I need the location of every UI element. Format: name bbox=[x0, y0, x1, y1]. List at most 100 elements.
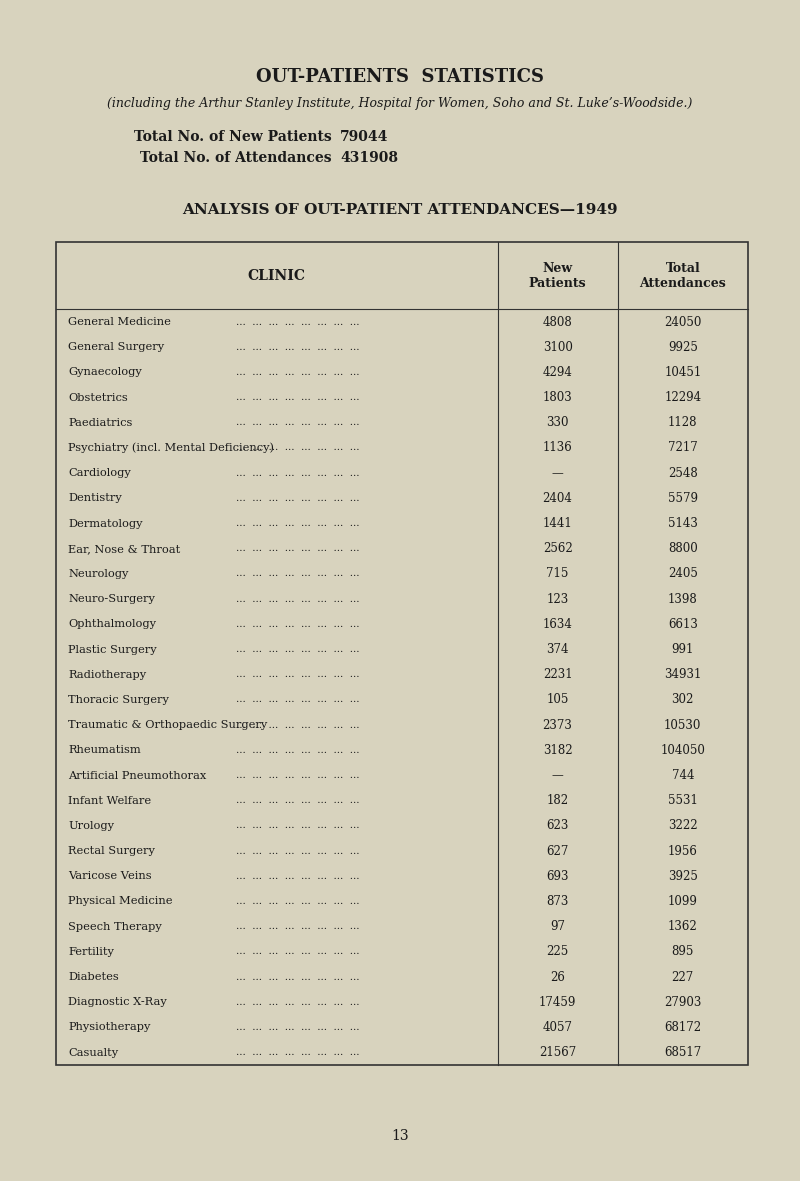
Text: 21567: 21567 bbox=[539, 1046, 576, 1059]
Text: ...  ...  ...  ...  ...  ...  ...  ...: ... ... ... ... ... ... ... ... bbox=[236, 1049, 359, 1057]
Text: Ear, Nose & Throat: Ear, Nose & Throat bbox=[68, 543, 180, 554]
Text: 3182: 3182 bbox=[542, 744, 573, 757]
Text: New
Patients: New Patients bbox=[529, 262, 586, 289]
Text: 3100: 3100 bbox=[542, 340, 573, 354]
Text: Psychiatry (incl. Mental Deficiency): Psychiatry (incl. Mental Deficiency) bbox=[68, 443, 274, 454]
Text: 2405: 2405 bbox=[668, 567, 698, 581]
Text: 4294: 4294 bbox=[542, 366, 573, 379]
Text: ...  ...  ...  ...  ...  ...  ...  ...: ... ... ... ... ... ... ... ... bbox=[236, 544, 359, 553]
Text: ...  ...  ...  ...  ...  ...  ...  ...: ... ... ... ... ... ... ... ... bbox=[236, 342, 359, 352]
Text: Traumatic & Orthopaedic Surgery: Traumatic & Orthopaedic Surgery bbox=[68, 720, 267, 730]
Text: 10451: 10451 bbox=[664, 366, 702, 379]
Text: ...  ...  ...  ...  ...  ...  ...  ...: ... ... ... ... ... ... ... ... bbox=[236, 922, 359, 931]
Text: Obstetrics: Obstetrics bbox=[68, 392, 128, 403]
Text: —: — bbox=[552, 466, 563, 479]
Text: 693: 693 bbox=[546, 869, 569, 883]
Text: Physiotherapy: Physiotherapy bbox=[68, 1023, 150, 1032]
Text: ...  ...  ...  ...  ...  ...  ...  ...: ... ... ... ... ... ... ... ... bbox=[236, 645, 359, 654]
Text: 6613: 6613 bbox=[668, 618, 698, 631]
Text: 1634: 1634 bbox=[542, 618, 573, 631]
Text: 374: 374 bbox=[546, 642, 569, 657]
Text: Radiotherapy: Radiotherapy bbox=[68, 670, 146, 680]
Text: CLINIC: CLINIC bbox=[248, 269, 306, 282]
Text: Thoracic Surgery: Thoracic Surgery bbox=[68, 694, 169, 705]
Text: ...  ...  ...  ...  ...  ...  ...  ...: ... ... ... ... ... ... ... ... bbox=[236, 973, 359, 981]
Text: Plastic Surgery: Plastic Surgery bbox=[68, 645, 157, 654]
Text: Diabetes: Diabetes bbox=[68, 972, 118, 983]
Text: 1398: 1398 bbox=[668, 593, 698, 606]
Text: 1956: 1956 bbox=[668, 844, 698, 857]
Text: 1362: 1362 bbox=[668, 920, 698, 933]
Text: 991: 991 bbox=[672, 642, 694, 657]
Text: 104050: 104050 bbox=[660, 744, 706, 757]
Text: 431908: 431908 bbox=[340, 151, 398, 165]
Text: 27903: 27903 bbox=[664, 996, 702, 1009]
Text: 4057: 4057 bbox=[542, 1020, 573, 1035]
Text: Neurology: Neurology bbox=[68, 569, 128, 579]
Text: 182: 182 bbox=[546, 794, 569, 808]
Text: OUT-PATIENTS  STATISTICS: OUT-PATIENTS STATISTICS bbox=[256, 67, 544, 86]
Text: 2404: 2404 bbox=[542, 491, 573, 505]
Text: 9925: 9925 bbox=[668, 340, 698, 354]
Text: ...  ...  ...  ...  ...  ...  ...  ...: ... ... ... ... ... ... ... ... bbox=[236, 318, 359, 326]
Text: 5531: 5531 bbox=[668, 794, 698, 808]
Text: 2231: 2231 bbox=[542, 668, 573, 681]
Text: 627: 627 bbox=[546, 844, 569, 857]
Text: 302: 302 bbox=[672, 693, 694, 706]
Text: 4808: 4808 bbox=[542, 315, 573, 328]
Text: ...  ...  ...  ...  ...  ...  ...  ...: ... ... ... ... ... ... ... ... bbox=[236, 947, 359, 957]
Text: ...  ...  ...  ...  ...  ...  ...  ...: ... ... ... ... ... ... ... ... bbox=[236, 720, 359, 730]
Text: Infant Welfare: Infant Welfare bbox=[68, 796, 151, 805]
Text: Casualty: Casualty bbox=[68, 1048, 118, 1058]
Text: ...  ...  ...  ...  ...  ...  ...  ...: ... ... ... ... ... ... ... ... bbox=[236, 444, 359, 452]
Text: 7217: 7217 bbox=[668, 442, 698, 455]
Text: ...  ...  ...  ...  ...  ...  ...  ...: ... ... ... ... ... ... ... ... bbox=[236, 393, 359, 402]
Text: 1136: 1136 bbox=[542, 442, 573, 455]
Text: Fertility: Fertility bbox=[68, 947, 114, 957]
Text: Total No. of Attendances: Total No. of Attendances bbox=[140, 151, 332, 165]
Text: Diagnostic X-Ray: Diagnostic X-Ray bbox=[68, 997, 166, 1007]
Text: Neuro-Surgery: Neuro-Surgery bbox=[68, 594, 155, 605]
Text: ...  ...  ...  ...  ...  ...  ...  ...: ... ... ... ... ... ... ... ... bbox=[236, 746, 359, 755]
Text: 17459: 17459 bbox=[539, 996, 576, 1009]
Text: ...  ...  ...  ...  ...  ...  ...  ...: ... ... ... ... ... ... ... ... bbox=[236, 1023, 359, 1032]
Text: 26: 26 bbox=[550, 971, 565, 984]
Text: 10530: 10530 bbox=[664, 718, 702, 732]
Text: ...  ...  ...  ...  ...  ...  ...  ...: ... ... ... ... ... ... ... ... bbox=[236, 771, 359, 779]
Text: 227: 227 bbox=[672, 971, 694, 984]
Text: ...  ...  ...  ...  ...  ...  ...  ...: ... ... ... ... ... ... ... ... bbox=[236, 998, 359, 1006]
Text: 2373: 2373 bbox=[542, 718, 573, 732]
Text: —: — bbox=[552, 769, 563, 782]
Text: (including the Arthur Stanley Institute, Hospital for Women, Soho and St. Luke’s: (including the Arthur Stanley Institute,… bbox=[107, 97, 693, 111]
Text: 123: 123 bbox=[546, 593, 569, 606]
Text: 2562: 2562 bbox=[542, 542, 573, 555]
Text: ...  ...  ...  ...  ...  ...  ...  ...: ... ... ... ... ... ... ... ... bbox=[236, 520, 359, 528]
Text: 8800: 8800 bbox=[668, 542, 698, 555]
Text: 97: 97 bbox=[550, 920, 565, 933]
Text: Speech Therapy: Speech Therapy bbox=[68, 921, 162, 932]
Text: 1803: 1803 bbox=[542, 391, 573, 404]
Text: Rheumatism: Rheumatism bbox=[68, 745, 141, 756]
Text: 1128: 1128 bbox=[668, 416, 698, 430]
Text: 895: 895 bbox=[672, 945, 694, 959]
Text: Total No. of New Patients: Total No. of New Patients bbox=[134, 130, 332, 144]
Text: Urology: Urology bbox=[68, 821, 114, 831]
Text: ...  ...  ...  ...  ...  ...  ...  ...: ... ... ... ... ... ... ... ... bbox=[236, 469, 359, 477]
Text: 68517: 68517 bbox=[664, 1046, 702, 1059]
Text: ...  ...  ...  ...  ...  ...  ...  ...: ... ... ... ... ... ... ... ... bbox=[236, 368, 359, 377]
Text: 744: 744 bbox=[671, 769, 694, 782]
Text: ...  ...  ...  ...  ...  ...  ...  ...: ... ... ... ... ... ... ... ... bbox=[236, 620, 359, 628]
Text: 13: 13 bbox=[391, 1129, 409, 1143]
Text: ...  ...  ...  ...  ...  ...  ...  ...: ... ... ... ... ... ... ... ... bbox=[236, 898, 359, 906]
Text: ...  ...  ...  ...  ...  ...  ...  ...: ... ... ... ... ... ... ... ... bbox=[236, 796, 359, 805]
Text: 24050: 24050 bbox=[664, 315, 702, 328]
Text: 2548: 2548 bbox=[668, 466, 698, 479]
Text: Paediatrics: Paediatrics bbox=[68, 418, 132, 428]
Text: Dentistry: Dentistry bbox=[68, 494, 122, 503]
Text: ...  ...  ...  ...  ...  ...  ...  ...: ... ... ... ... ... ... ... ... bbox=[236, 595, 359, 603]
Text: Artificial Pneumothorax: Artificial Pneumothorax bbox=[68, 770, 206, 781]
Text: General Surgery: General Surgery bbox=[68, 342, 164, 352]
Text: 623: 623 bbox=[546, 820, 569, 833]
Text: ...  ...  ...  ...  ...  ...  ...  ...: ... ... ... ... ... ... ... ... bbox=[236, 822, 359, 830]
Text: 105: 105 bbox=[546, 693, 569, 706]
